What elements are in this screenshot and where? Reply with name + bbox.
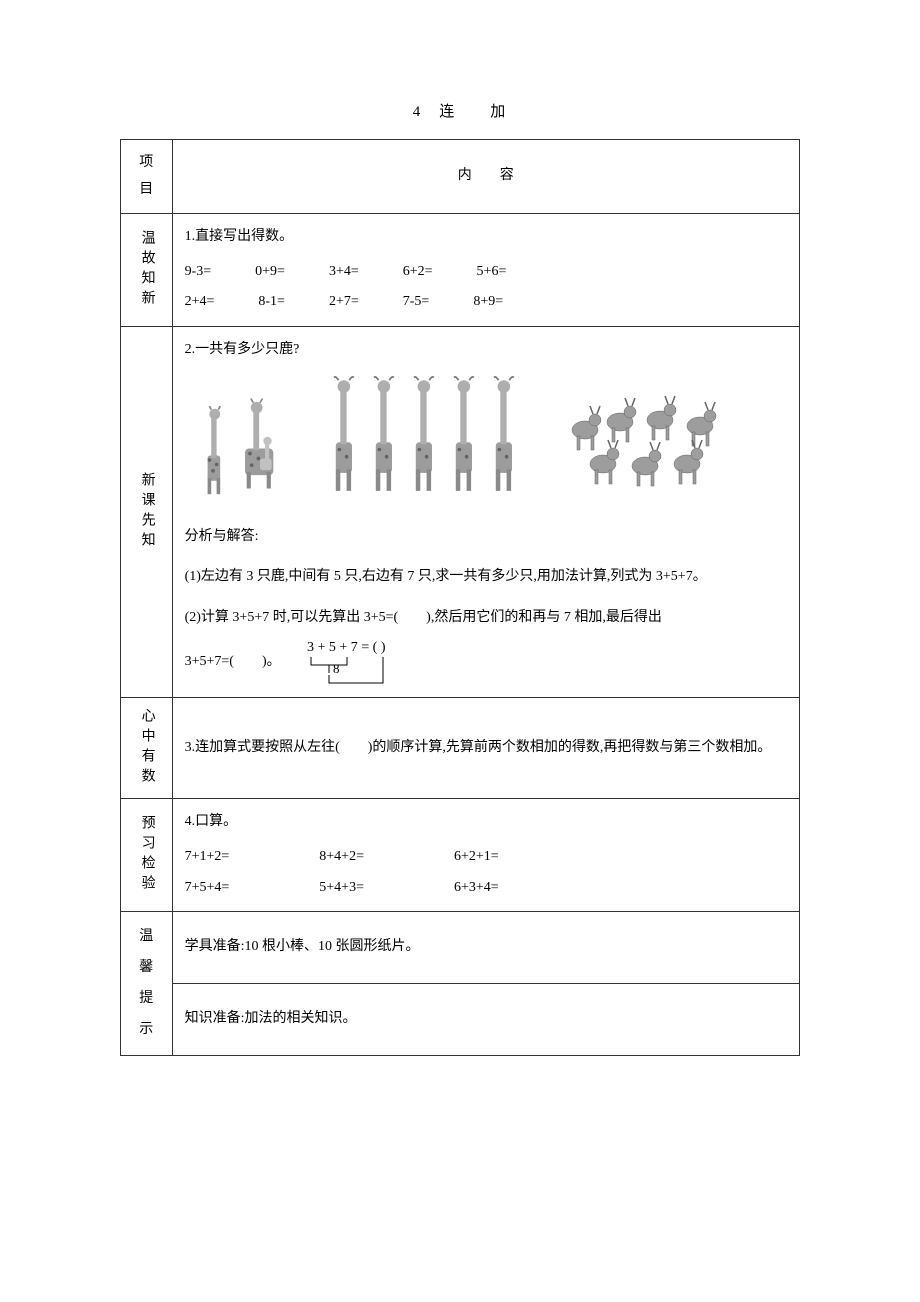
eq: 6+2+1=	[454, 844, 499, 871]
header-right: 内 容	[172, 140, 799, 214]
label-wenxin-text: 温馨提示	[133, 922, 160, 1045]
eq: 7+1+2=	[185, 844, 230, 871]
deer-group-middle	[325, 376, 521, 496]
eq: 7-5=	[403, 289, 430, 316]
bracket-mid-text: 8	[333, 661, 340, 676]
giraffe-icon	[445, 376, 481, 496]
deer-group-right	[561, 386, 731, 496]
header-left: 项目	[121, 140, 173, 214]
eq: 7+5+4=	[185, 875, 230, 902]
step1: (1)左边有 3 只鹿,中间有 5 只,右边有 7 只,求一共有多少只,用加法计…	[185, 564, 787, 591]
deer-group-left	[195, 396, 285, 496]
eq: 5+4+3=	[319, 875, 364, 902]
label-yuxi: 预习检验	[121, 799, 173, 912]
giraffe-icon	[235, 396, 285, 496]
eq: 2+7=	[329, 289, 359, 316]
result-prefix: 3+5+7=( )。	[185, 649, 281, 676]
q1-line1: 9-3= 0+9= 3+4= 6+2= 5+6=	[185, 259, 787, 286]
eq: 8+9=	[473, 289, 503, 316]
giraffe-icon	[485, 376, 521, 496]
content-xinzhong: 3.连加算式要按照从左往( )的顺序计算,先算前两个数相加的得数,再把得数与第三…	[172, 698, 799, 799]
q4-line2: 7+5+4= 5+4+3= 6+3+4=	[185, 875, 787, 902]
worksheet-table: 项目 内 容 温故知新 1.直接写出得数。 9-3= 0+9= 3+4= 6+2…	[120, 139, 800, 1056]
analysis-title: 分析与解答:	[185, 524, 787, 551]
content-yuxi: 4.口算。 7+1+2= 8+4+2= 6+2+1= 7+5+4= 5+4+3=…	[172, 799, 799, 912]
content-wengu: 1.直接写出得数。 9-3= 0+9= 3+4= 6+2= 5+6= 2+4= …	[172, 214, 799, 327]
q1-line2: 2+4= 8-1= 2+7= 7-5= 8+9=	[185, 289, 787, 316]
giraffe-icon	[325, 376, 361, 496]
eq: 9-3=	[185, 259, 212, 286]
eq: 3+4=	[329, 259, 359, 286]
tip-line2: 知识准备:加法的相关知识。	[172, 984, 799, 1056]
label-wenxin: 温馨提示	[121, 912, 173, 1056]
eq: 8-1=	[258, 289, 285, 316]
eq: 2+4=	[185, 289, 215, 316]
content-xinke: 2.一共有多少只鹿?	[172, 326, 799, 697]
page-title: 4 连 加	[120, 100, 800, 121]
label-xinzhong: 心中有数	[121, 698, 173, 799]
reindeer-cluster-icon	[561, 386, 731, 496]
eq: 8+4+2=	[319, 844, 364, 871]
eq: 5+6=	[477, 259, 507, 286]
q3-text: 3.连加算式要按照从左往( )的顺序计算,先算前两个数相加的得数,再把得数与第三…	[185, 735, 787, 762]
giraffe-icon	[405, 376, 441, 496]
bracket-diagram: 3 + 5 + 7 = ( ) 8	[301, 637, 451, 687]
label-wengu: 温故知新	[121, 214, 173, 327]
q2-intro: 2.一共有多少只鹿?	[185, 337, 787, 364]
eq: 0+9=	[255, 259, 285, 286]
q1-intro: 1.直接写出得数。	[185, 224, 787, 251]
deer-illustration	[195, 376, 787, 496]
step2: (2)计算 3+5+7 时,可以先算出 3+5=( ),然后用它们的和再与 7 …	[185, 605, 787, 632]
eq: 6+3+4=	[454, 875, 499, 902]
giraffe-icon	[195, 406, 231, 496]
q4-line1: 7+1+2= 8+4+2= 6+2+1=	[185, 844, 787, 871]
giraffe-icon	[365, 376, 401, 496]
eq: 6+2=	[403, 259, 433, 286]
tip-line1: 学具准备:10 根小棒、10 张圆形纸片。	[172, 912, 799, 984]
q4-intro: 4.口算。	[185, 809, 787, 836]
label-xinke: 新课先知	[121, 326, 173, 697]
bracket-top-text: 3 + 5 + 7 = ( )	[307, 640, 386, 655]
